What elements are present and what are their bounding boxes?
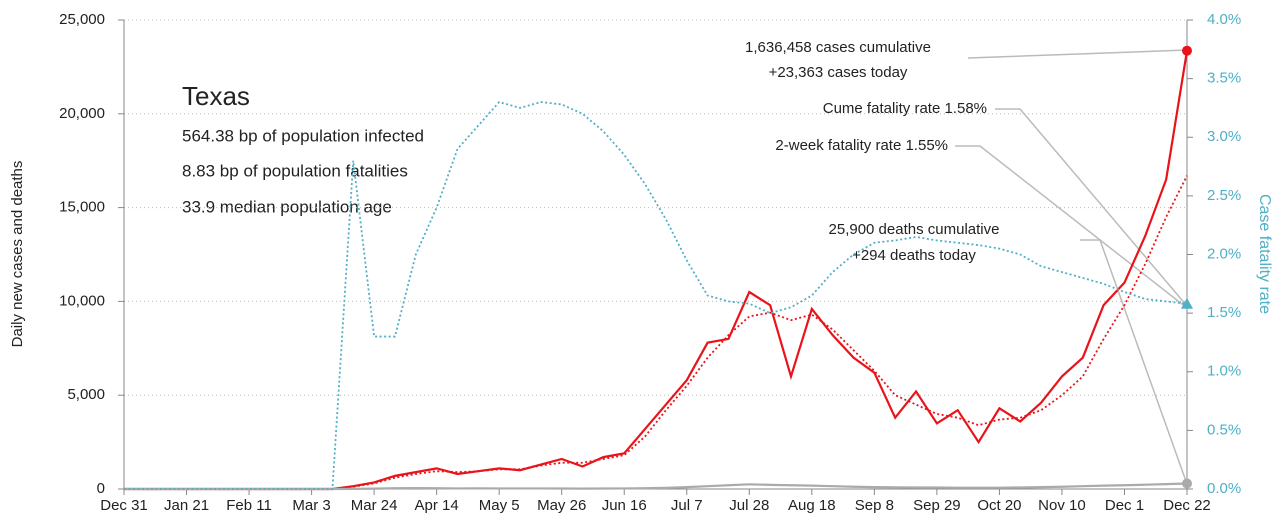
annotation: 1,636,458 cases cumulative [745, 39, 931, 56]
x-tick-label: Aug 18 [788, 497, 836, 514]
x-tick-label: Feb 11 [226, 497, 272, 514]
x-tick-label: Mar 3 [292, 497, 330, 514]
x-tick-label: Jul 28 [729, 497, 769, 514]
series-line [124, 50, 1189, 491]
info-line: 564.38 bp of population infected [182, 126, 424, 145]
leader-line [955, 145, 1188, 309]
y2-tick-label: 3.5% [1207, 70, 1241, 87]
x-tick-label: May 26 [537, 497, 586, 514]
x-tick-label: Jun 16 [602, 497, 647, 514]
x-tick-label: Oct 20 [977, 497, 1021, 514]
x-tick-label: May 5 [479, 497, 520, 514]
y2-tick-label: 3.0% [1207, 128, 1241, 145]
y2-tick-label: 0.5% [1207, 421, 1241, 438]
annotation: +23,363 cases today [769, 64, 908, 81]
leader-lines [955, 49, 1188, 485]
y2-tick-label: 0.0% [1207, 480, 1241, 497]
x-tick-label: Jan 21 [164, 497, 209, 514]
x-tick-label: Sep 8 [855, 497, 894, 514]
y2-axis-label: Case fatality rate [1256, 194, 1273, 314]
x-tick-label: Apr 14 [415, 497, 459, 514]
info-line: 33.9 median population age [182, 197, 392, 216]
y-axis-label: Daily new cases and deaths [9, 161, 26, 348]
y-tick-label: 10,000 [59, 292, 105, 309]
x-tick-label: Dec 1 [1105, 497, 1144, 514]
y2-tick-label: 4.0% [1207, 11, 1241, 28]
annotation: 25,900 deaths cumulative [829, 221, 1000, 238]
y2-tick-label: 1.0% [1207, 363, 1241, 380]
x-tick-label: Nov 10 [1038, 497, 1086, 514]
y-tick-label: 25,000 [59, 11, 105, 28]
x-tick-label: Sep 29 [913, 497, 961, 514]
x-tick-label: Mar 24 [351, 497, 398, 514]
annotation: 2-week fatality rate 1.55% [775, 137, 948, 154]
y-tick-label: 0 [97, 480, 105, 497]
x-tick-label: Jul 7 [671, 497, 703, 514]
x-tick-label: Dec 31 [100, 497, 148, 514]
y-tick-label: 20,000 [59, 105, 105, 122]
info-line: 8.83 bp of population fatalities [182, 161, 408, 180]
x-tick-label: Dec 22 [1163, 497, 1211, 514]
y-tick-label: 5,000 [67, 386, 105, 403]
info-title: Texas [182, 81, 250, 111]
annotation: Cume fatality rate 1.58% [823, 100, 987, 117]
series-line [124, 175, 1188, 490]
leader-line [1080, 239, 1188, 485]
y2-tick-label: 2.5% [1207, 187, 1241, 204]
end-marker [1182, 478, 1192, 489]
y2-tick-label: 2.0% [1207, 245, 1241, 262]
annotation: +294 deaths today [852, 247, 976, 264]
end-marker [1181, 297, 1193, 309]
series-line [124, 101, 1188, 490]
leader-line [967, 49, 1188, 59]
leader-line [995, 108, 1188, 307]
y-tick-label: 15,000 [59, 199, 105, 216]
end-marker [1182, 45, 1192, 56]
y2-tick-label: 1.5% [1207, 304, 1241, 321]
